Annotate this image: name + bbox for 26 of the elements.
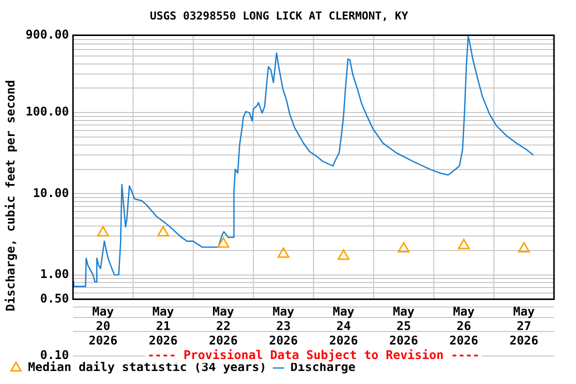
y-tick-label: 1.00 — [40, 266, 69, 281]
x-tick-label: May 23 2026 — [268, 304, 298, 348]
x-tick-label: May 21 2026 — [148, 304, 178, 348]
y-tick-label: 10.00 — [32, 186, 69, 200]
legend-label: Discharge — [290, 360, 356, 374]
annotation: ---- Provisional Data Subject to Revision ---- — [147, 348, 480, 362]
x-tick-label: May 26 2026 — [449, 304, 478, 348]
y-tick-label: 100.00 — [26, 104, 69, 119]
point — [518, 242, 530, 252]
x-tick-label: May 20 2026 — [88, 304, 118, 348]
y-axis-title: Discharge, cubic feet per second — [3, 80, 18, 312]
y-tick-label: 0.10 — [40, 348, 69, 362]
point — [97, 226, 110, 237]
point — [217, 237, 230, 248]
x-tick-label: May 24 2026 — [329, 304, 358, 348]
y-tick-label: 900.00 — [26, 27, 69, 42]
point — [398, 242, 410, 252]
y-tick-label: 0.50 — [40, 291, 69, 306]
chart-title: USGS 03298550 LONG LICK AT CLERMONT, KY — [150, 9, 409, 22]
point — [277, 247, 290, 258]
x-tick-label: May 22 2026 — [208, 304, 238, 348]
point — [458, 238, 470, 250]
x-tick-label: May 25 2026 — [389, 304, 418, 348]
point — [157, 226, 170, 237]
point — [338, 249, 350, 260]
x-tick-label: May 27 2026 — [509, 304, 538, 348]
